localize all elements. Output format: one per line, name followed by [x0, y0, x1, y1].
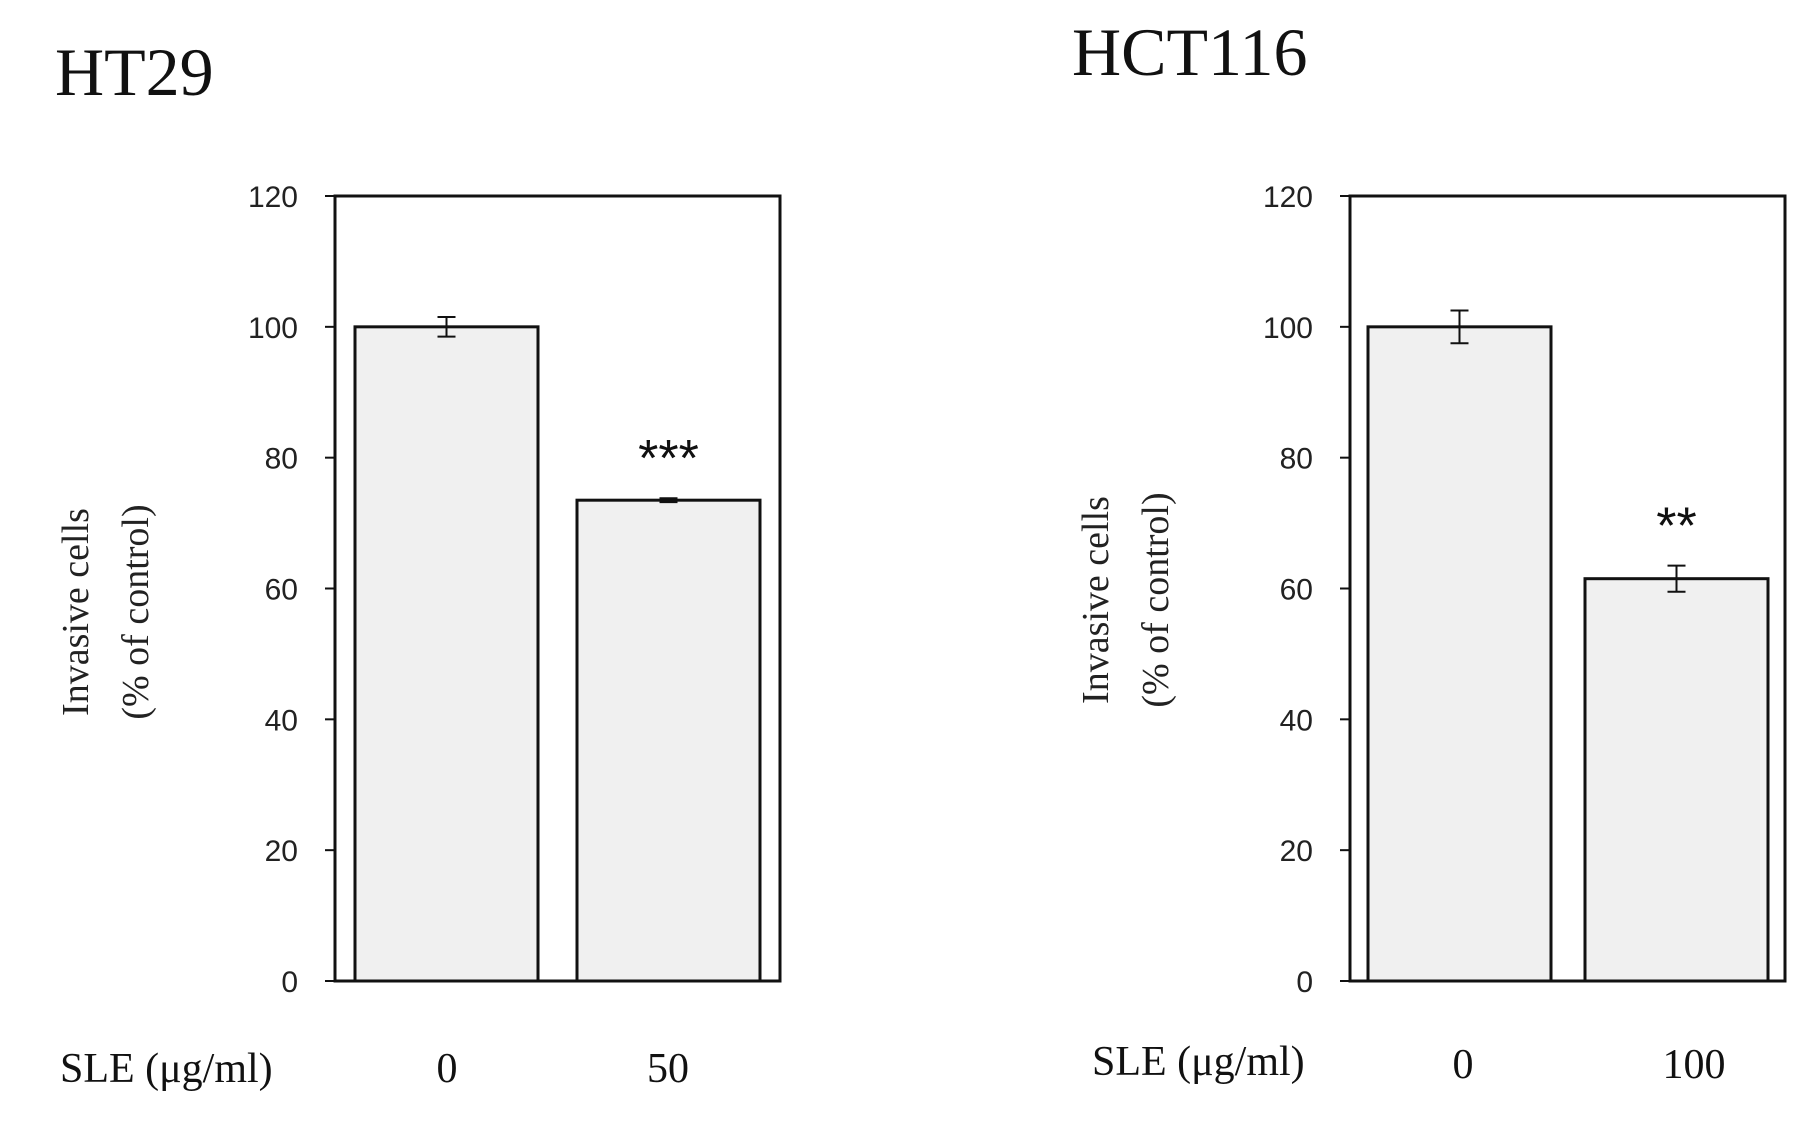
bar: [1366, 325, 1553, 983]
y-tick-label: 0: [1296, 966, 1313, 999]
y-axis-label-line1: Invasive cells: [1075, 496, 1117, 704]
chart-hct116: HCT116 Invasive cells (% of control) 0 20…: [1072, 14, 1787, 1088]
x-category-label: 0: [437, 1046, 458, 1092]
y-tick-label: 40: [1280, 704, 1313, 737]
x-category-label: 100: [1663, 1042, 1726, 1088]
plot-area: 0 20 40 60 80 100 120 0 *** 50: [248, 181, 782, 1092]
x-category-label: 50: [647, 1046, 689, 1092]
chart-title: HCT116: [1072, 14, 1307, 90]
y-tick-label: 80: [1280, 443, 1313, 476]
y-tick-label: 0: [281, 966, 298, 999]
y-axis-label-line2: (% of control): [115, 504, 157, 719]
plot-area: 0 20 40 60 80 100 120 0 ** 100: [1263, 181, 1787, 1088]
y-tick-label: 40: [265, 704, 298, 737]
y-tick-label: 60: [1280, 574, 1313, 607]
bar: [575, 498, 762, 983]
y-axis-label-line1: Invasive cells: [55, 508, 97, 716]
bar: [1583, 577, 1770, 983]
y-tick-label: 120: [1263, 181, 1313, 214]
y-tick-label: 60: [265, 574, 298, 607]
y-axis-label-line2: (% of control): [1135, 492, 1177, 707]
significance-label: ***: [638, 430, 699, 488]
y-tick-label: 100: [1263, 312, 1313, 345]
significance-label: **: [1656, 498, 1696, 556]
y-tick-label: 80: [265, 443, 298, 476]
x-axis-label: SLE (μg/ml): [1092, 1039, 1305, 1085]
chart-ht29: HT29 Invasive cells (% of control) 0 20 40…: [55, 34, 782, 1092]
chart-title: HT29: [55, 34, 214, 110]
y-tick-label: 20: [265, 835, 298, 868]
y-axis-label: Invasive cells (% of control): [55, 504, 157, 719]
x-axis-label: SLE (μg/ml): [60, 1046, 273, 1092]
y-tick-label: 20: [1280, 835, 1313, 868]
bar: [353, 325, 540, 983]
y-tick-label: 120: [248, 181, 298, 214]
x-category-label: 0: [1453, 1042, 1474, 1088]
y-axis-label: Invasive cells (% of control): [1075, 492, 1177, 707]
y-tick-label: 100: [248, 312, 298, 345]
